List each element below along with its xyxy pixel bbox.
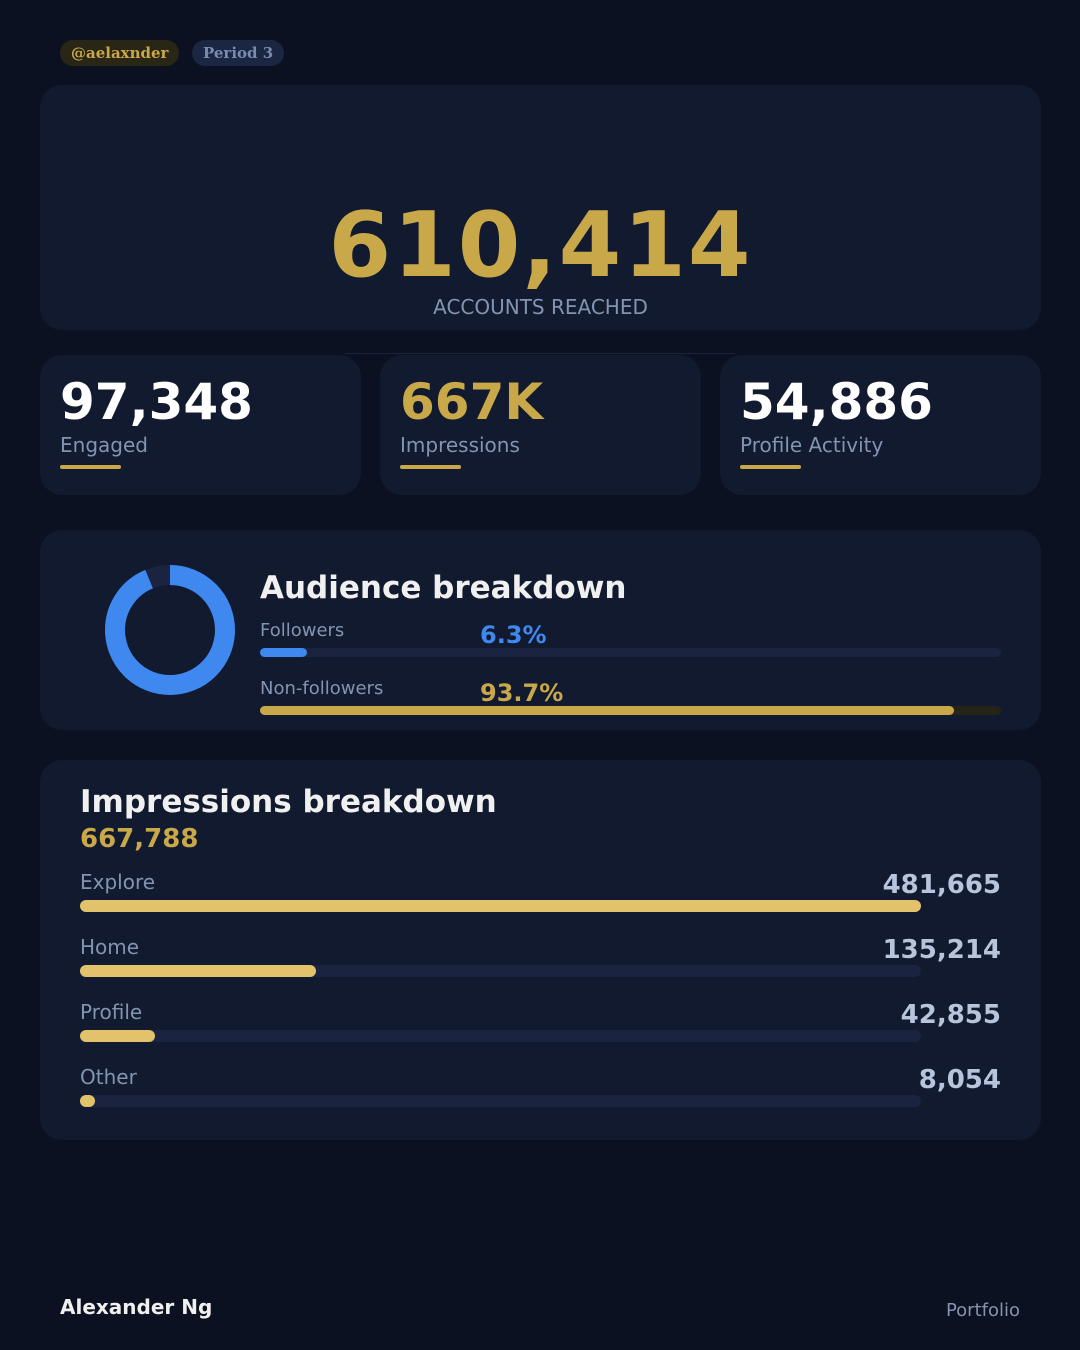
donut-segment (105, 565, 235, 695)
audience-card: Audience breakdown Followers 6.3% Non-fo… (40, 530, 1041, 730)
row-bar (80, 900, 921, 912)
accounts-reached-value: 610,414 (328, 193, 753, 298)
stat-value: 667K (400, 373, 544, 431)
audience-title: Audience breakdown (260, 570, 627, 606)
accounts-reached-label: ACCOUNTS REACHED (433, 295, 648, 319)
handle-badge: @aelaxnder (60, 40, 180, 66)
stat-underline (740, 465, 801, 469)
non-followers-label: Non-followers (260, 678, 384, 699)
row-value: 8,054 (918, 1065, 1001, 1095)
impressions-total: 667,788 (80, 824, 199, 854)
row-label: Explore (80, 870, 156, 894)
hero-card: 610,414 ACCOUNTS REACHED (40, 85, 1041, 354)
impressions-title: Impressions breakdown (80, 784, 497, 820)
stat-label: Impressions (400, 433, 520, 457)
non-followers-bar-fill (260, 706, 955, 715)
stat-value: 97,348 (60, 373, 253, 431)
row-bar (80, 1095, 921, 1107)
stat-card-engaged: 97,348 Engaged (40, 355, 361, 495)
non-followers-pct: 93.7% (480, 679, 564, 707)
followers-bar-fill (260, 648, 307, 657)
stat-card-impressions: 667K Impressions (380, 355, 701, 495)
row-bar-fill (80, 965, 317, 977)
stat-value: 54,886 (740, 373, 933, 431)
stat-underline (60, 465, 121, 469)
followers-bar (260, 648, 1001, 657)
row-bar-fill (80, 1030, 155, 1042)
portfolio-link[interactable]: Portfolio (945, 1300, 1020, 1321)
row-bar (80, 965, 921, 977)
period-badge: Period 3 (192, 40, 285, 66)
stat-underline (400, 465, 461, 469)
row-label: Other (80, 1065, 137, 1089)
stat-label: Profile Activity (740, 433, 884, 457)
row-bar (80, 1030, 921, 1042)
row-label: Profile (80, 1000, 143, 1024)
row-bar-fill (80, 1095, 96, 1107)
divider (345, 353, 735, 354)
row-value: 135,214 (882, 935, 1001, 965)
row-value: 481,665 (882, 870, 1001, 900)
audience-donut (105, 565, 235, 695)
row-label: Home (80, 935, 140, 959)
row-bar-fill (80, 900, 921, 912)
footer-name: Alexander Ng (60, 1295, 213, 1319)
stat-card-profile-activity: 54,886 Profile Activity (720, 355, 1041, 495)
row-value: 42,855 (900, 1000, 1001, 1030)
followers-label: Followers (260, 620, 345, 641)
impressions-card: Impressions breakdown 667,788 Explore 48… (40, 760, 1041, 1140)
stat-label: Engaged (60, 433, 148, 457)
non-followers-bar (260, 706, 1001, 715)
followers-pct: 6.3% (480, 621, 547, 649)
